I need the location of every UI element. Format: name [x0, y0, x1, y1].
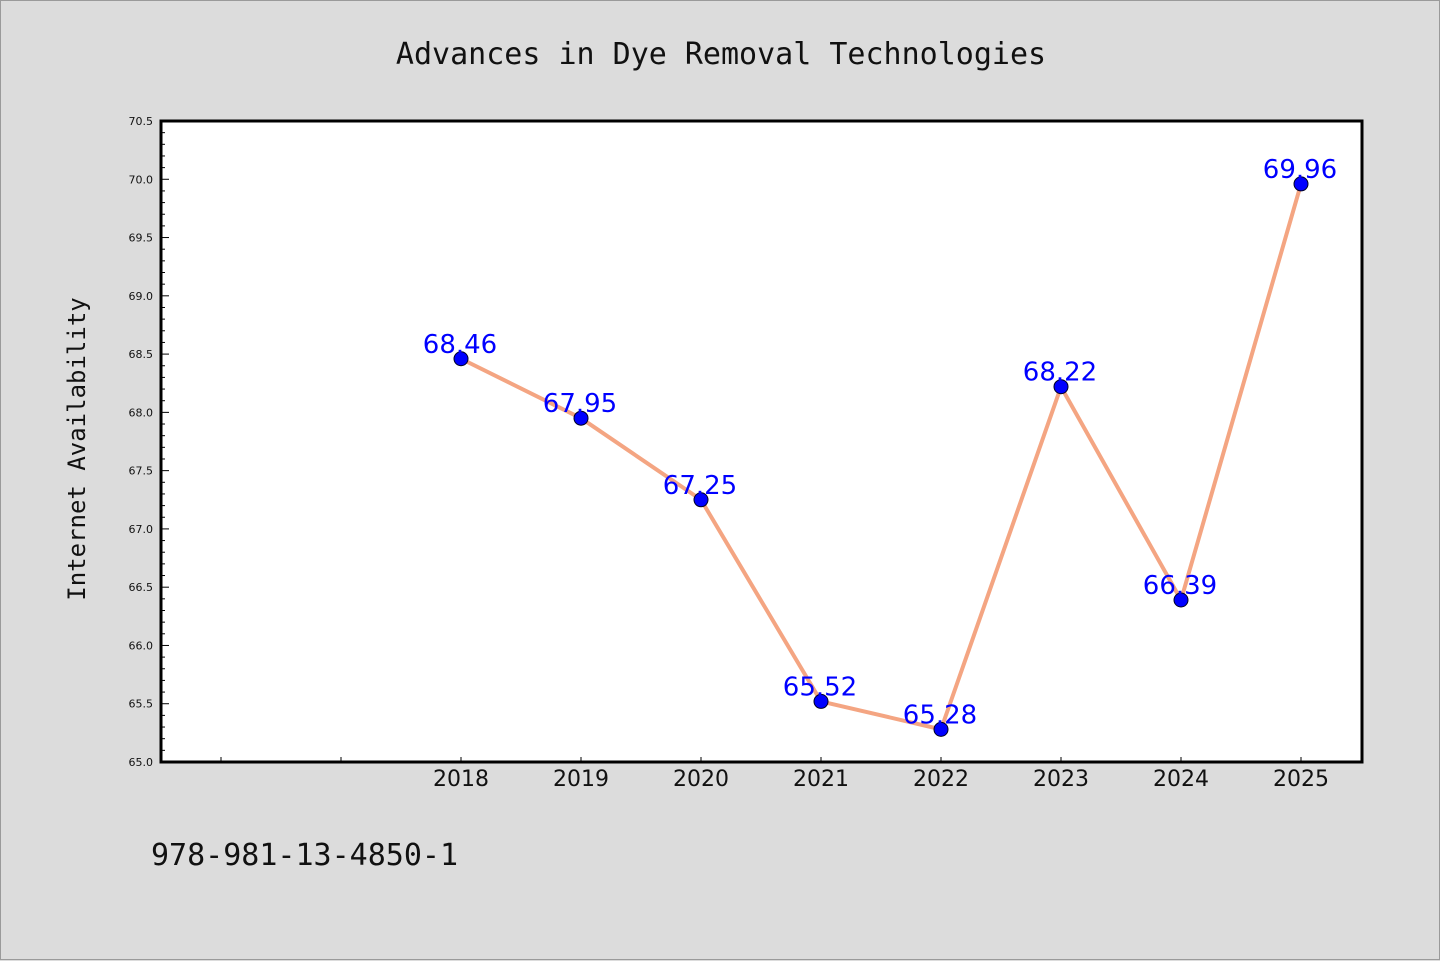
series-line [460, 183, 1303, 732]
data-label: 69.96 [1263, 155, 1337, 185]
y-tick-label: 69.5 [129, 232, 154, 245]
y-axis-label: Internet Availability [63, 297, 91, 600]
chart-title: Advances in Dye Removal Technologies [396, 37, 1046, 72]
series-group: 68.46 67.95 67.25 65.52 65.28 68.22 66.39 69.96 [423, 155, 1337, 737]
plot-area [159, 119, 1364, 764]
x-tick-label: 2022 [913, 767, 969, 792]
data-point [933, 721, 949, 737]
data-point [1293, 176, 1309, 192]
data-label: 68.46 [423, 330, 497, 360]
x-tick-label: 2021 [793, 767, 849, 792]
y-tick-label: 67.5 [129, 465, 154, 478]
y-tick-label: 68.5 [129, 348, 154, 361]
data-label: 65.52 [783, 672, 857, 702]
y-tick-label: 65.5 [129, 698, 154, 711]
data-label: 67.25 [663, 471, 737, 501]
y-tick-label: 66.5 [129, 581, 154, 594]
data-point [453, 351, 469, 367]
data-point [693, 492, 709, 508]
y-tick-label: 66.0 [129, 639, 154, 652]
x-tick-label: 2020 [673, 767, 729, 792]
x-axis: 2018 2019 2020 2021 2022 2023 2024 2025 [220, 757, 1329, 792]
y-tick-label: 70.0 [129, 173, 154, 186]
data-label: 65.28 [903, 700, 977, 730]
y-tick-label: 68.0 [129, 406, 154, 419]
x-tick-label: 2019 [553, 767, 609, 792]
y-tick-label: 65.0 [129, 756, 154, 769]
y-axis: 65.0 65.5 66.0 66.5 67.0 67.5 68.0 68.5 69.0 69.5… [129, 115, 169, 769]
data-label: 67.95 [543, 389, 617, 419]
data-point [573, 410, 589, 426]
x-tick-label: 2018 [433, 767, 489, 792]
y-tick-label: 70.5 [129, 115, 154, 128]
data-label: 68.22 [1023, 358, 1097, 388]
data-label: 66.39 [1143, 571, 1217, 601]
data-point [813, 693, 829, 709]
x-tick-label: 2025 [1273, 767, 1329, 792]
data-point [1173, 592, 1189, 608]
y-tick-label: 67.0 [129, 523, 154, 536]
data-point [1053, 379, 1069, 395]
y-tick-label: 69.0 [129, 290, 154, 303]
isbn-text: 978-981-13-4850-1 [151, 838, 458, 873]
x-tick-label: 2024 [1153, 767, 1209, 792]
x-tick-label: 2023 [1033, 767, 1089, 792]
